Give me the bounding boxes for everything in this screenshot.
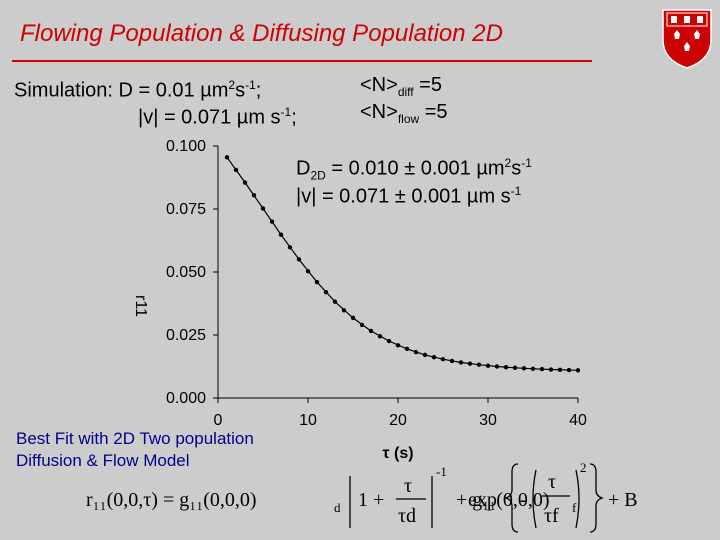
n-diff-pre: <N> (360, 74, 398, 96)
y-tick-label: 0.000 (166, 390, 206, 407)
fit-v-exp: -1 (510, 184, 522, 198)
chart-series (224, 155, 581, 373)
fit-curve (226, 156, 579, 371)
fit-d-exp2: -1 (521, 156, 532, 170)
n-diff-line: <N>diff =5 (360, 73, 442, 104)
n-flow-line: <N>flow =5 (360, 100, 448, 131)
formula-exp: exp (468, 489, 497, 511)
formula-sub-f: f (572, 500, 577, 515)
n-flow-pre: <N> (360, 101, 398, 123)
n-diff-sub: diff (397, 85, 414, 99)
formula-tau1: τ (404, 475, 412, 497)
n-flow-sub: flow (397, 112, 420, 126)
formula-tau-d: τd (398, 505, 416, 527)
title-underline (12, 60, 592, 62)
simulation-d-unit: µm (200, 79, 229, 102)
formula-plus2: + g₁₁(0,0,0) (456, 489, 550, 511)
x-tick-label: 30 (479, 412, 497, 429)
model-formula: r₁₁(0,0,τ) = g₁₁(0,0,0) d 1 + τ τd -1 + … (86, 464, 577, 528)
fit-d-pre: D (296, 157, 311, 180)
formula-sub-d: d (334, 500, 341, 515)
model-formula-exp: exp - τ τf 2 + B (468, 460, 638, 533)
formula-exp-minus1: -1 (436, 464, 447, 479)
n-flow-val: =5 (419, 101, 448, 123)
fit-d-mid: s (511, 157, 522, 180)
chart-axes (217, 146, 578, 399)
formula-tau2: τ (548, 471, 556, 493)
formula-brace-right (589, 463, 605, 533)
formula-sq: 2 (580, 460, 587, 475)
model-note-line1: Best Fit with 2D Two population (16, 429, 254, 448)
fit-d-line: D2D = 0.010 ± 0.001 µm2s-1 (296, 150, 532, 189)
formula-plus3: + B (608, 489, 638, 511)
fit-d-sub: 2D (310, 168, 326, 183)
model-note: Best Fit with 2D Two population Diffusio… (16, 428, 254, 472)
simulation-d-exp1: 2 (228, 78, 236, 92)
simulation-v-unit: µm s (236, 106, 281, 129)
simulation-d-mid: s (235, 79, 246, 102)
simulation-d-end: ; (255, 79, 262, 102)
simulation-d-exp2: -1 (245, 78, 256, 92)
x-axis-label: τ (s) (382, 445, 413, 462)
y-tick-label: 0.100 (166, 138, 206, 155)
x-tick-label: 20 (389, 412, 407, 429)
x-tick-label: 10 (299, 412, 317, 429)
y-tick-label: 0.050 (166, 264, 206, 281)
y-tick-label: 0.025 (166, 327, 206, 344)
simulation-d-label: Simulation: D = 0.01 (14, 79, 195, 102)
formula-paren-left (532, 469, 537, 529)
simulation-v-label: |v| = 0.071 (138, 106, 232, 129)
y-tick-label: 0.075 (166, 201, 206, 218)
formula-tau-f: τf (544, 505, 559, 527)
x-tick-label: 0 (214, 412, 223, 429)
formula-paren-right (575, 469, 580, 529)
simulation-v-end: ; (291, 106, 297, 129)
university-crest-icon (662, 9, 712, 69)
fit-v-line: |v| = 0.071 ± 0.001 µm s-1 (296, 178, 521, 210)
simulation-d-line: Simulation: D = 0.01 µm2s-1; (14, 73, 261, 103)
formula-plus1: 1 + (358, 489, 384, 511)
slide-title: Flowing Population & Diffusing Populatio… (20, 20, 503, 47)
simulation-v-exp: -1 (280, 105, 292, 119)
chart-ticks: 0.000 0.025 0.050 0.075 0.100 0 10 20 30 40 (166, 138, 587, 429)
simulation-v-line: |v| = 0.071 µm s-1; (138, 100, 297, 130)
formula-lhs: r₁₁(0,0,τ) = g₁₁(0,0,0) (86, 489, 257, 511)
y-axis-label: r11 (132, 295, 149, 317)
fit-d-val: = 0.010 ± 0.001 µm (325, 157, 505, 180)
fit-v-pre: |v| = 0.071 ± 0.001 µm s (296, 185, 511, 208)
fit-d-exp1: 2 (504, 156, 512, 170)
x-tick-label: 40 (569, 412, 587, 429)
formula-minus: - (520, 489, 527, 511)
n-diff-val: =5 (413, 74, 442, 96)
model-note-line2: Diffusion & Flow Model (16, 451, 190, 470)
formula-brace-left (503, 463, 519, 533)
